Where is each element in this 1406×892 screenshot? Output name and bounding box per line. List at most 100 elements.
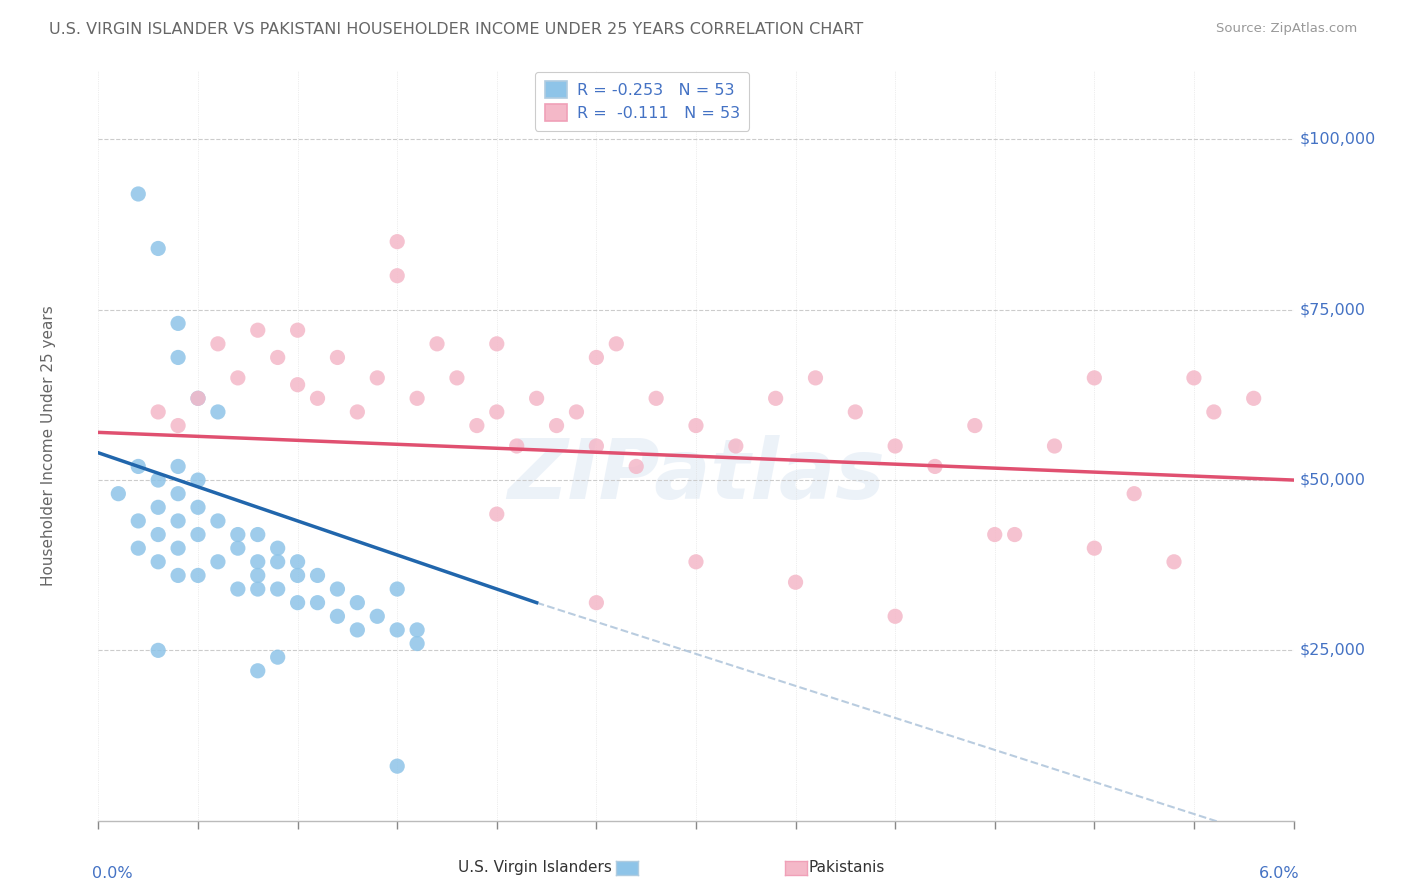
- Point: [844, 405, 866, 419]
- Point: [984, 527, 1007, 541]
- Point: [1004, 527, 1026, 541]
- Point: [685, 418, 707, 433]
- Point: [346, 623, 368, 637]
- Point: [246, 582, 269, 596]
- Text: 0.0%: 0.0%: [93, 865, 134, 880]
- Point: [406, 392, 429, 406]
- Text: $100,000: $100,000: [1299, 132, 1375, 147]
- Text: $25,000: $25,000: [1299, 643, 1365, 657]
- Point: [385, 582, 409, 596]
- Point: [465, 418, 488, 433]
- Point: [1083, 541, 1105, 556]
- Point: [884, 609, 907, 624]
- Point: [167, 459, 190, 474]
- Point: [307, 596, 329, 610]
- Point: [187, 473, 209, 487]
- Point: [246, 323, 269, 337]
- Point: [226, 582, 249, 596]
- Point: [167, 541, 190, 556]
- Text: $50,000: $50,000: [1299, 473, 1365, 488]
- Point: [167, 486, 190, 500]
- Point: [506, 439, 529, 453]
- Point: [207, 555, 229, 569]
- Point: [167, 514, 190, 528]
- Point: [127, 541, 149, 556]
- Point: [287, 323, 309, 337]
- Point: [267, 351, 290, 365]
- Point: [307, 568, 329, 582]
- Text: $75,000: $75,000: [1299, 302, 1365, 318]
- Point: [385, 268, 409, 283]
- Point: [626, 459, 648, 474]
- Point: [226, 541, 249, 556]
- Point: [167, 418, 190, 433]
- Point: [366, 371, 388, 385]
- Point: [526, 392, 548, 406]
- Point: [287, 568, 309, 582]
- Point: [724, 439, 747, 453]
- Point: [267, 650, 290, 665]
- Point: [107, 486, 129, 500]
- Point: [346, 596, 368, 610]
- Point: [167, 317, 190, 331]
- Point: [127, 186, 149, 201]
- Point: [148, 500, 170, 515]
- Point: [485, 507, 508, 521]
- Point: [267, 555, 290, 569]
- Point: [446, 371, 468, 385]
- Point: [246, 664, 269, 678]
- Point: [546, 418, 568, 433]
- Point: [1202, 405, 1225, 419]
- Point: [187, 392, 209, 406]
- Point: [207, 336, 229, 351]
- Point: [884, 439, 907, 453]
- Point: [1083, 371, 1105, 385]
- Point: [187, 500, 209, 515]
- Point: [685, 555, 707, 569]
- Point: [326, 582, 349, 596]
- Point: [1163, 555, 1185, 569]
- Point: [307, 392, 329, 406]
- Point: [267, 541, 290, 556]
- Point: [326, 351, 349, 365]
- Point: [565, 405, 588, 419]
- Point: [346, 405, 368, 419]
- Point: [226, 371, 249, 385]
- Text: U.S. VIRGIN ISLANDER VS PAKISTANI HOUSEHOLDER INCOME UNDER 25 YEARS CORRELATION : U.S. VIRGIN ISLANDER VS PAKISTANI HOUSEH…: [49, 22, 863, 37]
- Text: 6.0%: 6.0%: [1258, 865, 1299, 880]
- Point: [187, 392, 209, 406]
- Point: [804, 371, 827, 385]
- Point: [148, 242, 170, 256]
- Point: [226, 527, 249, 541]
- Point: [406, 636, 429, 650]
- Text: Householder Income Under 25 years: Householder Income Under 25 years: [41, 306, 56, 586]
- Point: [148, 643, 170, 657]
- Point: [287, 377, 309, 392]
- Point: [406, 623, 429, 637]
- Point: [605, 336, 627, 351]
- Point: [485, 405, 508, 419]
- Point: [385, 623, 409, 637]
- Point: [148, 527, 170, 541]
- Point: [207, 514, 229, 528]
- Point: [963, 418, 986, 433]
- Point: [148, 473, 170, 487]
- Point: [1123, 486, 1146, 500]
- Point: [246, 555, 269, 569]
- Point: [127, 459, 149, 474]
- Point: [267, 582, 290, 596]
- Point: [645, 392, 668, 406]
- Text: U.S. Virgin Islanders: U.S. Virgin Islanders: [458, 861, 612, 875]
- Point: [585, 351, 607, 365]
- Point: [287, 596, 309, 610]
- Point: [765, 392, 787, 406]
- Point: [127, 514, 149, 528]
- Point: [385, 235, 409, 249]
- Point: [246, 568, 269, 582]
- Point: [167, 568, 190, 582]
- Point: [585, 439, 607, 453]
- Point: [326, 609, 349, 624]
- Point: [187, 568, 209, 582]
- Point: [287, 555, 309, 569]
- Legend: R = -0.253   N = 53, R =  -0.111   N = 53: R = -0.253 N = 53, R = -0.111 N = 53: [536, 72, 749, 130]
